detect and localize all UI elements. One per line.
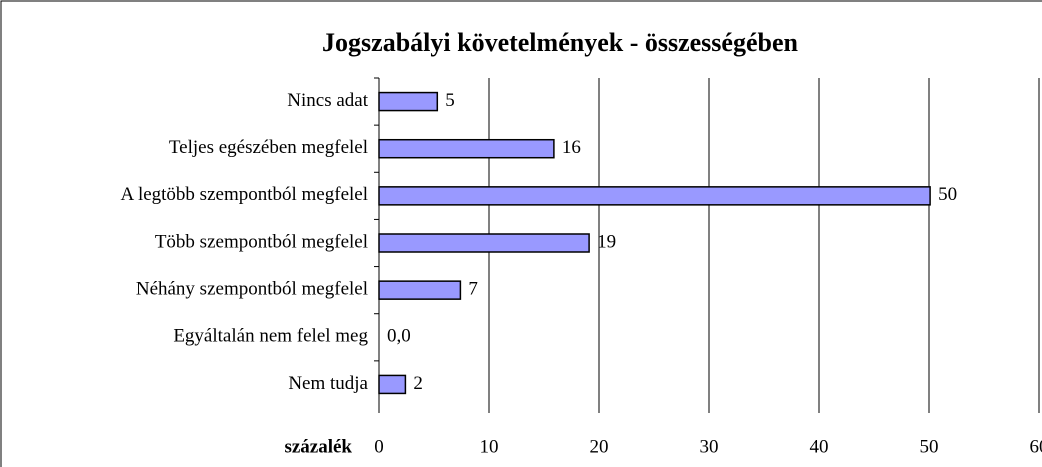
- bar: [378, 374, 407, 395]
- data-label: 7: [468, 279, 478, 300]
- y-tick-label: Néhány szempontból megfelel: [136, 279, 368, 300]
- data-label: 0,0: [387, 326, 411, 347]
- chart-title: Jogszabályi követelmények - összességébe…: [322, 28, 798, 57]
- y-tick-label: Több szempontból megfelel: [155, 231, 368, 252]
- y-tick-label: A legtöbb szempontból megfelel: [121, 184, 368, 205]
- bar: [378, 138, 555, 159]
- y-tick-label: Egyáltalán nem felel meg: [173, 326, 368, 347]
- y-tick-label: Teljes egészében megfelel: [169, 137, 368, 158]
- y-tick-label: Nincs adat: [287, 90, 368, 111]
- bar: [378, 233, 590, 253]
- x-tick-label: 50: [920, 436, 939, 457]
- x-tick-label: 0: [374, 436, 384, 457]
- x-tick-label: 40: [810, 436, 829, 457]
- x-tick-label: 10: [480, 436, 499, 457]
- x-tick-label: 30: [700, 436, 719, 457]
- data-label: 5: [445, 90, 455, 111]
- x-tick-label: 60: [1030, 436, 1042, 457]
- bar: [378, 186, 931, 206]
- x-axis-label: százalék: [284, 436, 352, 457]
- y-tick-label: Nem tudja: [288, 373, 368, 394]
- data-label: 50: [938, 184, 957, 205]
- data-label: 19: [597, 231, 616, 252]
- x-tick-label: 20: [590, 436, 609, 457]
- bar: [378, 91, 439, 112]
- bar: [378, 280, 462, 300]
- data-label: 16: [562, 137, 581, 158]
- data-label: 2: [413, 373, 423, 394]
